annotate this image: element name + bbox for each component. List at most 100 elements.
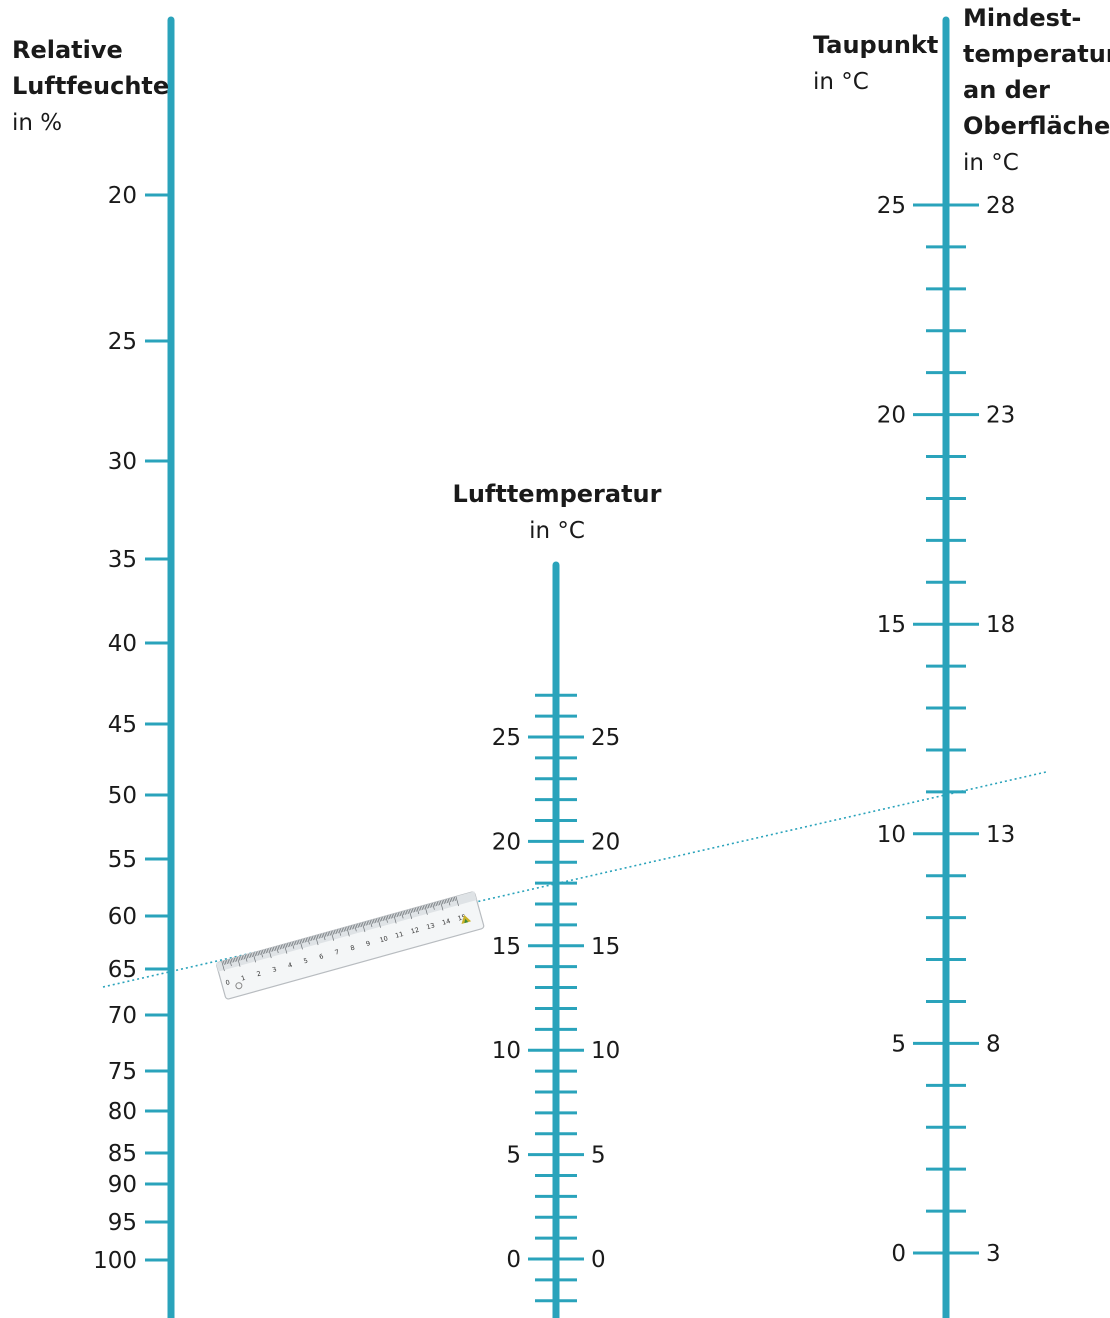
ruler-number: 15 (457, 913, 467, 923)
ruler-number: 8 (349, 944, 355, 953)
ruler-tick (429, 903, 431, 908)
ruler-tick (363, 921, 366, 926)
ruler-tick (380, 917, 383, 922)
ruler-tick (326, 932, 328, 937)
ruler-tick (394, 913, 397, 918)
dew-point-tick-label: 15 (877, 612, 906, 638)
air-temperature-tick-label-left: 0 (506, 1247, 521, 1273)
air-temperature-tick-label-right: 20 (591, 829, 620, 855)
humidity-tick-label: 85 (108, 1141, 137, 1167)
surface-temp-title-line-1: Mindest- (963, 4, 1081, 32)
ruler-number: 6 (318, 952, 324, 961)
ruler-number: 9 (365, 939, 371, 948)
ruler-tick (232, 958, 235, 963)
humidity-tick-label: 60 (108, 904, 137, 930)
ruler-tick (441, 900, 444, 905)
surface-temp-tick-label: 28 (986, 193, 1015, 219)
ruler-tick (221, 961, 225, 972)
humidity-tick-label: 95 (108, 1210, 137, 1236)
ruler-tick (368, 920, 370, 925)
ruler-tick (369, 920, 373, 928)
ruler-tick (352, 924, 355, 929)
air-temperature-ticks: 25 25 20 20 15 15 10 10 5 5 0 0 (492, 693, 620, 1303)
ruler-tick (233, 957, 236, 962)
ruler-tick (229, 959, 232, 967)
ruler-tick (294, 940, 297, 945)
ruler-tick (371, 919, 374, 924)
ruler-tick (243, 955, 246, 960)
ruler-tick (254, 952, 256, 957)
ruler-number: 2 (256, 970, 262, 979)
ruler-tick (405, 910, 408, 915)
ruler-tick (361, 922, 366, 933)
surface-temp-tick-label: 3 (986, 1241, 1001, 1267)
ruler-tick (257, 951, 260, 956)
ruler-tick (293, 941, 295, 946)
ruler-tick (400, 911, 404, 919)
ruler-tick (224, 960, 227, 965)
ruler-tick (404, 910, 406, 915)
ruler-tick (319, 934, 322, 939)
ruler-tick (365, 921, 367, 926)
ruler-tick (382, 916, 384, 921)
ruler-tick (282, 944, 285, 949)
humidity-tick-label: 55 (108, 847, 137, 873)
ruler-tick (258, 950, 261, 955)
ruler-tick (338, 928, 342, 936)
ruler-tick (230, 958, 233, 963)
ruler-tick (307, 937, 310, 945)
ruler-tick (424, 905, 428, 915)
ruler-tick (310, 936, 313, 941)
ruler-tick (283, 943, 288, 954)
ruler-tick (244, 954, 248, 962)
ruler-tick (346, 926, 350, 937)
ruler-tick (418, 906, 420, 911)
air-temperature-tick-label-left: 10 (492, 1038, 521, 1064)
ruler-tick (291, 941, 295, 949)
ruler-number: 5 (303, 957, 309, 966)
ruler-number: 14 (441, 917, 451, 927)
ruler-number: 7 (334, 948, 340, 957)
ruler-tick (432, 902, 435, 910)
humidity-tick-label: 30 (108, 449, 137, 475)
ruler-tick (268, 948, 272, 959)
ruler-tick (260, 950, 264, 958)
ruler-tick (351, 925, 353, 930)
ruler-tick (266, 948, 269, 953)
air-temperature-tick-label-left: 20 (492, 829, 521, 855)
air-temperature-tick-label-right: 0 (591, 1247, 606, 1273)
surface-temp-title-line-2: temperatur (963, 40, 1110, 68)
ruler-tick (422, 905, 425, 910)
humidity-title-line-2: Luftfeuchte (12, 72, 169, 100)
ruler-tick (240, 956, 242, 961)
ruler-tick (297, 940, 300, 945)
ruler-tick (391, 914, 394, 919)
ruler-tick (349, 925, 352, 930)
ruler-tick (452, 897, 455, 902)
ruler-number: 13 (426, 921, 436, 931)
surface-temp-unit: in °C (963, 150, 1019, 176)
ruler-tick (308, 937, 311, 942)
ruler-tick (333, 930, 336, 935)
ruler-tick (223, 960, 225, 965)
air-temperature-title: Lufttemperatur (453, 480, 662, 508)
dew-point-title: Taupunkt (813, 31, 938, 59)
humidity-tick-label: 40 (108, 631, 137, 657)
ruler-tick (341, 927, 344, 933)
air-temperature-tick-label-right: 10 (591, 1038, 620, 1064)
humidity-tick-label: 100 (93, 1248, 137, 1274)
ruler-tick (355, 924, 358, 929)
ruler-tick (413, 908, 416, 913)
ruler-tick (344, 927, 347, 932)
ruler-number: 12 (410, 926, 420, 936)
ruler-tick (336, 929, 339, 934)
ruler-tick (324, 932, 327, 937)
ruler-tick (280, 944, 283, 949)
ruler-tick (377, 918, 381, 928)
ruler-number: 11 (394, 930, 404, 940)
ruler-tick (311, 936, 314, 941)
ruler-tick (329, 931, 331, 936)
humidity-ticks: 20 25 30 35 40 45 50 55 60 65 70 75 80 85 90 95 100 (93, 183, 171, 1274)
humidity-tick-label: 25 (108, 329, 137, 355)
ruler-tick (246, 954, 249, 959)
